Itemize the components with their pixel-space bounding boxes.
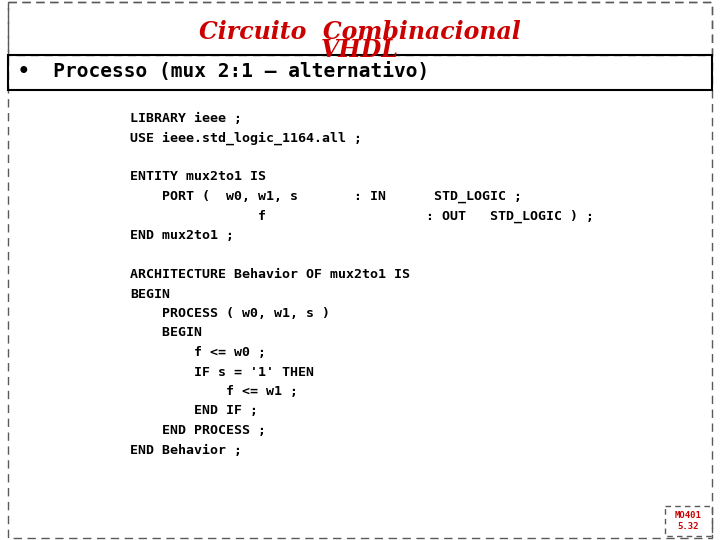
Text: VHDL: VHDL <box>321 38 399 62</box>
Text: PROCESS ( w0, w1, s ): PROCESS ( w0, w1, s ) <box>130 307 330 320</box>
Text: f <= w0 ;: f <= w0 ; <box>130 346 266 359</box>
Bar <box>665 506 712 536</box>
Text: END mux2to1 ;: END mux2to1 ; <box>130 229 234 242</box>
Text: Circuito  Combinacional: Circuito Combinacional <box>199 20 521 44</box>
Text: IF s = '1' THEN: IF s = '1' THEN <box>130 366 314 379</box>
Text: END PROCESS ;: END PROCESS ; <box>130 424 266 437</box>
Text: END Behavior ;: END Behavior ; <box>130 443 242 456</box>
Text: END IF ;: END IF ; <box>130 404 258 417</box>
Text: •  Processo (mux 2:1 – alternativo): • Processo (mux 2:1 – alternativo) <box>18 63 429 82</box>
Bar <box>8 2 712 55</box>
Text: f <= w1 ;: f <= w1 ; <box>130 385 298 398</box>
Text: BEGIN: BEGIN <box>130 287 170 300</box>
Text: MO401
5.32: MO401 5.32 <box>675 511 701 531</box>
Text: BEGIN: BEGIN <box>130 327 202 340</box>
Text: ENTITY mux2to1 IS: ENTITY mux2to1 IS <box>130 171 266 184</box>
Bar <box>8 55 712 90</box>
Text: PORT (  w0, w1, s       : IN      STD_LOGIC ;: PORT ( w0, w1, s : IN STD_LOGIC ; <box>130 190 522 204</box>
Text: LIBRARY ieee ;: LIBRARY ieee ; <box>130 112 242 125</box>
Text: ARCHITECTURE Behavior OF mux2to1 IS: ARCHITECTURE Behavior OF mux2to1 IS <box>130 268 410 281</box>
Text: f                    : OUT   STD_LOGIC ) ;: f : OUT STD_LOGIC ) ; <box>130 210 594 223</box>
Text: USE ieee.std_logic_1164.all ;: USE ieee.std_logic_1164.all ; <box>130 132 362 145</box>
